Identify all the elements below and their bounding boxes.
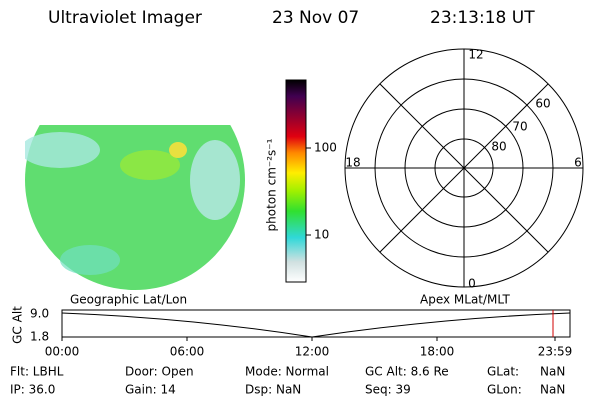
latitude-label: 70 (512, 120, 527, 134)
status-field: GLon: (487, 383, 522, 397)
status-field: Dsp: NaN (245, 383, 301, 397)
timeline-box (61, 309, 571, 338)
hour-label: 6 (574, 156, 582, 170)
status-field: NaN (540, 383, 565, 397)
timeline-x-label: 18:00 (420, 345, 455, 359)
timeline-x-label: 12:00 (295, 345, 330, 359)
timeline-y-label: 1.8 (30, 330, 49, 344)
timeline-y-label: 9.0 (30, 307, 49, 321)
status-field: IP: 36.0 (10, 383, 55, 397)
instrument: Ultraviolet Imager (48, 8, 202, 28)
status-field: GLat: (487, 365, 519, 379)
colorbar-tick-label: 100 (314, 141, 337, 155)
status-field: Seq: 39 (365, 383, 411, 397)
altitude-curve (61, 312, 571, 338)
status-field: Mode: Normal (245, 365, 329, 379)
colorbar (285, 79, 307, 283)
polar-grid (344, 48, 584, 288)
hour-label: 18 (345, 156, 360, 170)
latitude-label: 60 (535, 97, 550, 111)
timeline-x-label: 23:59 (538, 345, 573, 359)
timeline-right-label: Apex MLat/MLT (420, 293, 510, 307)
colorbar-tick-label: 10 (314, 228, 329, 242)
timeline-x-label: 06:00 (170, 345, 205, 359)
status-field: Door: Open (125, 365, 194, 379)
timeline-x-label: 00:00 (45, 345, 80, 359)
status-field: Gain: 14 (125, 383, 176, 397)
colorbar-label: photon cm⁻²s⁻¹ (265, 138, 279, 231)
timeline-axis-label: GC Alt (11, 306, 25, 344)
status-field: NaN (540, 365, 565, 379)
hour-label: 12 (468, 48, 483, 62)
hour-label: 0 (468, 277, 476, 291)
status-field: Flt: LBHL (10, 365, 64, 379)
latitude-label: 80 (491, 140, 506, 154)
date: 23 Nov 07 (272, 8, 359, 28)
status-field: GC Alt: 8.6 Re (365, 365, 449, 379)
time: 23:13:18 UT (430, 8, 535, 28)
aurora-image (25, 125, 245, 290)
timeline-left-label: Geographic Lat/Lon (70, 293, 187, 307)
